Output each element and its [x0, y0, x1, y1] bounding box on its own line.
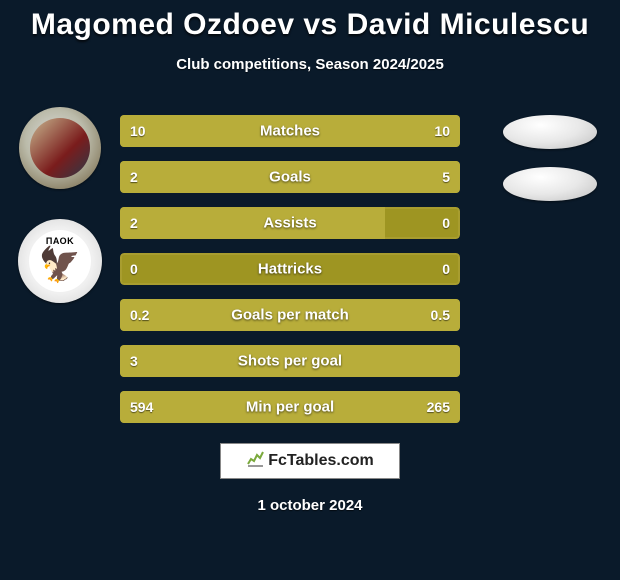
stat-value-right: 0 [442, 215, 450, 231]
chart-icon [246, 450, 264, 473]
source-logo-text: FcTables.com [268, 452, 374, 470]
stat-row: 0 Hattricks 0 [120, 253, 460, 285]
stat-label: Goals [269, 169, 311, 186]
badge-label: ΠΑΟΚ [46, 236, 74, 246]
stat-value-left: 3 [130, 353, 138, 369]
stat-value-right: 10 [434, 123, 450, 139]
stat-value-left: 0.2 [130, 307, 149, 323]
stat-label: Shots per goal [238, 353, 342, 370]
date-label: 1 october 2024 [257, 497, 362, 514]
infographic-container: Magomed Ozdoev vs David Miculescu Club c… [0, 0, 620, 580]
player1-club-badge: ΠΑΟΚ 🦅 [18, 219, 102, 303]
left-column: ΠΑΟΚ 🦅 [0, 105, 120, 423]
player2-avatar-placeholder [503, 115, 597, 149]
player1-avatar-inner [30, 118, 90, 178]
stat-label: Hattricks [258, 261, 322, 278]
stat-value-left: 10 [130, 123, 146, 139]
chart-area: ΠΑΟΚ 🦅 10 Matches 10 2 Goals 5 2 Assists 0 0 Hattr… [0, 105, 620, 423]
stat-label: Matches [260, 123, 320, 140]
stat-value-left: 2 [130, 215, 138, 231]
stat-row: 0.2 Goals per match 0.5 [120, 299, 460, 331]
stat-row: 594 Min per goal 265 [120, 391, 460, 423]
stat-value-right: 0 [442, 261, 450, 277]
stat-row: 2 Goals 5 [120, 161, 460, 193]
stat-value-left: 2 [130, 169, 138, 185]
stat-label: Goals per match [231, 307, 349, 324]
page-subtitle: Club competitions, Season 2024/2025 [176, 56, 444, 73]
stat-value-right: 265 [427, 399, 450, 415]
stat-row: 3 Shots per goal [120, 345, 460, 377]
bar-fill-left [120, 207, 385, 239]
stat-label: Min per goal [246, 399, 334, 416]
eagle-icon: 🦅 [39, 248, 81, 282]
source-logo-box: FcTables.com [220, 443, 400, 479]
bars-column: 10 Matches 10 2 Goals 5 2 Assists 0 0 Hattricks 0 0.… [120, 105, 480, 423]
stat-value-right: 0.5 [431, 307, 450, 323]
right-column [480, 105, 620, 423]
page-title: Magomed Ozdoev vs David Miculescu [31, 8, 589, 42]
stat-row: 2 Assists 0 [120, 207, 460, 239]
stat-value-left: 594 [130, 399, 153, 415]
stat-label: Assists [263, 215, 316, 232]
player2-club-badge-placeholder [503, 167, 597, 201]
stat-row: 10 Matches 10 [120, 115, 460, 147]
bar-fill-right [215, 161, 460, 193]
stat-value-right: 5 [442, 169, 450, 185]
stat-value-left: 0 [130, 261, 138, 277]
badge-inner: ΠΑΟΚ 🦅 [29, 230, 91, 292]
player1-avatar [19, 107, 101, 189]
